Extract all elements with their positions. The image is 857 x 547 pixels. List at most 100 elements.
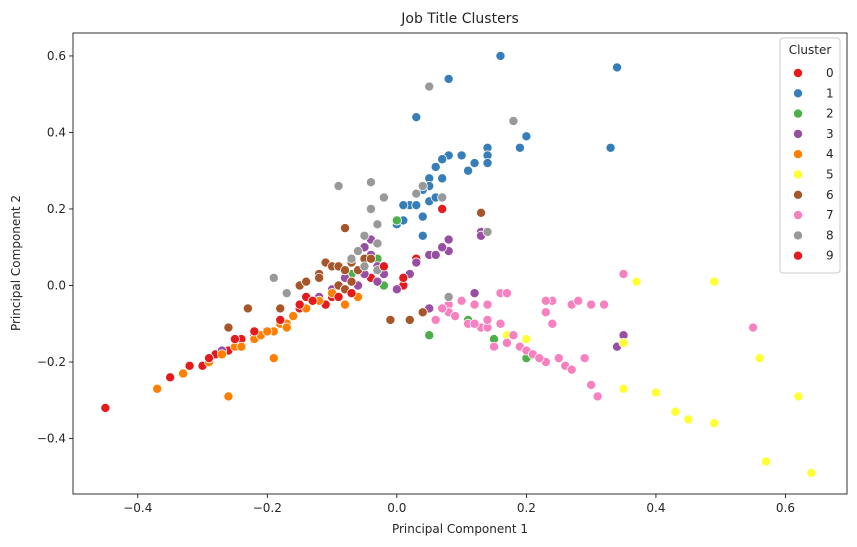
point-cluster-7 xyxy=(450,311,461,322)
legend: Cluster 0 1 2 3 4 5 6 7 8 9 xyxy=(779,37,841,274)
legend-label-5: 5 xyxy=(826,168,834,182)
point-cluster-1 xyxy=(411,112,422,123)
point-cluster-8 xyxy=(359,230,370,241)
point-cluster-7 xyxy=(489,341,500,352)
legend-label-2: 2 xyxy=(826,107,834,121)
point-cluster-1 xyxy=(521,131,532,142)
point-cluster-7 xyxy=(469,299,480,310)
y-tick-label: 0.6 xyxy=(47,49,66,63)
point-cluster-8 xyxy=(437,192,448,203)
point-cluster-1 xyxy=(514,142,525,153)
legend-marker-5 xyxy=(793,169,804,180)
y-tick-label: 0.4 xyxy=(47,125,66,139)
point-cluster-6 xyxy=(275,303,286,314)
point-cluster-7 xyxy=(566,364,577,375)
point-cluster-2 xyxy=(424,330,435,341)
point-cluster-7 xyxy=(579,353,590,364)
point-cluster-6 xyxy=(314,272,325,283)
point-cluster-8 xyxy=(365,177,376,188)
point-cluster-7 xyxy=(501,288,512,299)
point-cluster-3 xyxy=(437,242,448,253)
point-cluster-1 xyxy=(430,161,441,172)
point-cluster-7 xyxy=(437,303,448,314)
point-cluster-8 xyxy=(333,181,344,192)
point-cluster-5 xyxy=(683,414,694,425)
point-cluster-7 xyxy=(748,322,759,333)
point-cluster-6 xyxy=(340,265,351,276)
point-cluster-6 xyxy=(223,322,234,333)
legend-label-0: 0 xyxy=(826,66,834,80)
y-tick-label: 0.0 xyxy=(47,278,66,292)
point-cluster-6 xyxy=(385,314,396,325)
point-cluster-7 xyxy=(586,299,597,310)
point-cluster-8 xyxy=(365,203,376,214)
point-cluster-6 xyxy=(340,223,351,234)
point-cluster-8 xyxy=(372,238,383,249)
point-cluster-7 xyxy=(482,299,493,310)
point-cluster-6 xyxy=(242,303,253,314)
point-cluster-4 xyxy=(268,353,279,364)
point-cluster-9 xyxy=(249,326,260,337)
point-cluster-8 xyxy=(378,192,389,203)
point-cluster-6 xyxy=(476,207,487,218)
point-cluster-0 xyxy=(184,360,195,371)
point-cluster-8 xyxy=(372,219,383,230)
point-cluster-9 xyxy=(307,295,318,306)
point-cluster-1 xyxy=(417,230,428,241)
point-cluster-3 xyxy=(430,249,441,260)
point-cluster-5 xyxy=(709,276,720,287)
point-cluster-1 xyxy=(411,200,422,211)
point-cluster-9 xyxy=(398,272,409,283)
point-cluster-6 xyxy=(417,307,428,318)
point-cluster-1 xyxy=(437,173,448,184)
point-cluster-0 xyxy=(100,402,111,413)
legend-label-7: 7 xyxy=(826,208,834,222)
x-tick-label: 0.0 xyxy=(387,501,406,515)
point-cluster-5 xyxy=(670,406,681,417)
legend-marker-9 xyxy=(793,250,804,261)
y-axis-label: Principal Component 2 xyxy=(9,195,23,331)
point-cluster-3 xyxy=(469,288,480,299)
point-cluster-7 xyxy=(495,318,506,329)
chart-title: Job Title Clusters xyxy=(400,11,518,27)
legend-label-3: 3 xyxy=(826,127,834,141)
point-cluster-7 xyxy=(501,337,512,348)
point-cluster-5 xyxy=(618,383,629,394)
point-cluster-5 xyxy=(631,276,642,287)
point-cluster-9 xyxy=(294,299,305,310)
legend-marker-7 xyxy=(793,210,804,221)
point-cluster-2 xyxy=(391,215,402,226)
point-cluster-3 xyxy=(443,234,454,245)
point-cluster-5 xyxy=(650,387,661,398)
point-cluster-8 xyxy=(417,181,428,192)
point-cluster-7 xyxy=(430,314,441,325)
x-tick-label: −0.2 xyxy=(253,501,282,515)
point-cluster-7 xyxy=(618,269,629,280)
y-tick-label: −0.4 xyxy=(37,432,66,446)
point-cluster-5 xyxy=(709,418,720,429)
point-cluster-8 xyxy=(268,272,279,283)
point-cluster-1 xyxy=(437,154,448,165)
x-tick-label: −0.4 xyxy=(123,501,152,515)
point-cluster-3 xyxy=(411,257,422,268)
point-cluster-5 xyxy=(521,334,532,345)
legend-label-8: 8 xyxy=(826,228,834,242)
point-cluster-1 xyxy=(605,142,616,153)
legend-label-9: 9 xyxy=(826,249,834,263)
point-cluster-5 xyxy=(793,391,804,402)
legend-marker-3 xyxy=(793,128,804,139)
point-cluster-8 xyxy=(411,188,422,199)
point-cluster-7 xyxy=(592,391,603,402)
point-cluster-7 xyxy=(508,330,519,341)
point-cluster-9 xyxy=(346,288,357,299)
point-cluster-1 xyxy=(456,150,467,161)
point-cluster-8 xyxy=(352,246,363,257)
point-cluster-8 xyxy=(359,261,370,272)
legend-marker-4 xyxy=(793,149,804,160)
point-cluster-7 xyxy=(534,353,545,364)
point-cluster-1 xyxy=(469,158,480,169)
point-cluster-6 xyxy=(301,276,312,287)
legend-label-6: 6 xyxy=(826,188,834,202)
legend-items: 0 1 2 3 4 5 6 7 8 9 xyxy=(793,66,834,263)
